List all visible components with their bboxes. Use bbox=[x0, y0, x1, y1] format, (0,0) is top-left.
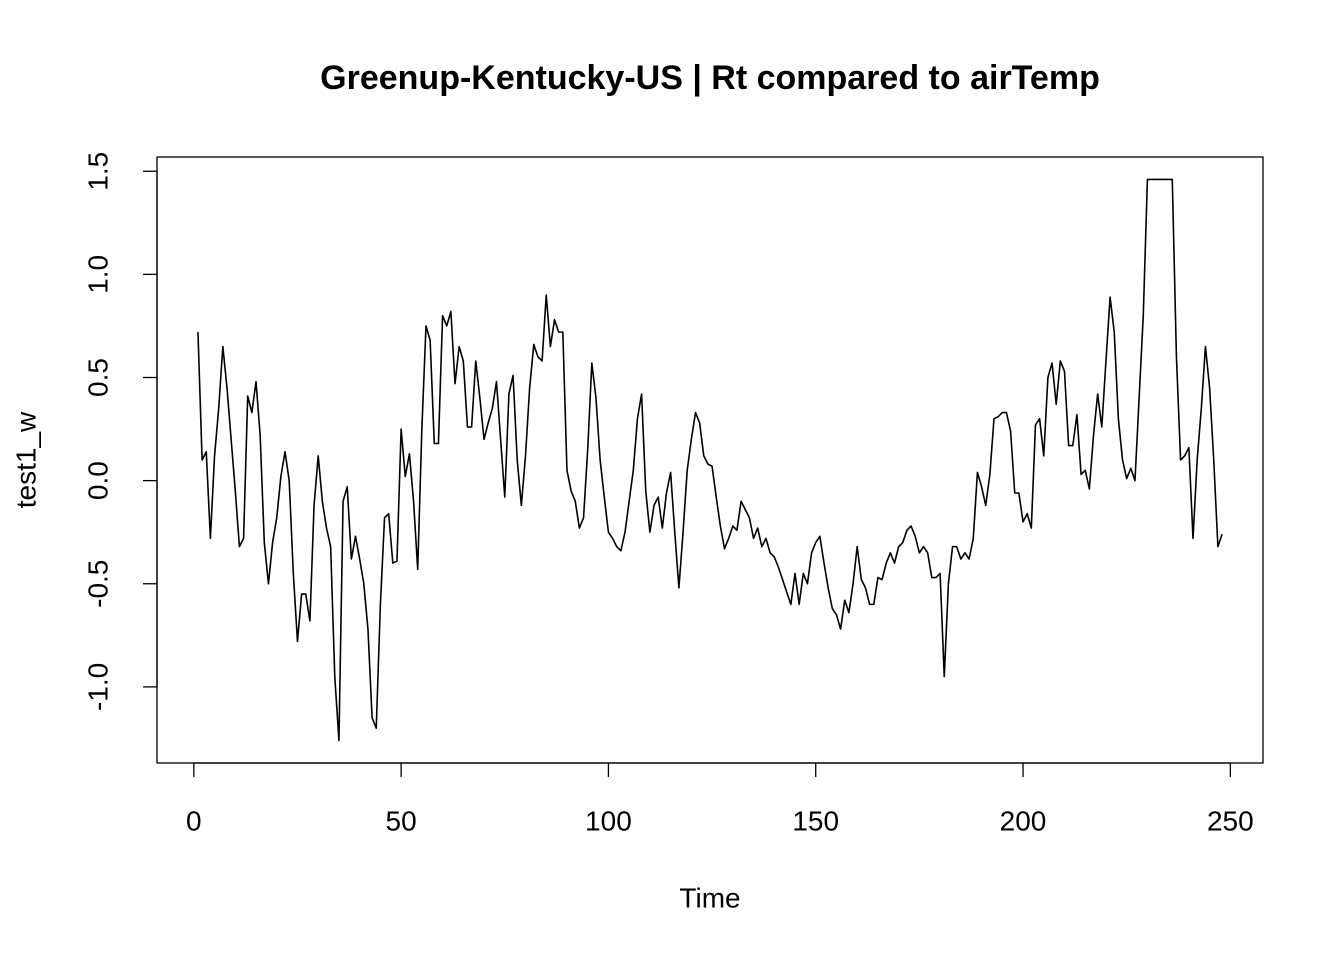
x-tick-label: 100 bbox=[585, 805, 632, 836]
chart-title: Greenup-Kentucky-US | Rt compared to air… bbox=[320, 59, 1100, 97]
y-axis-label: test1_w bbox=[10, 411, 41, 508]
x-tick-label: 250 bbox=[1207, 805, 1254, 836]
y-tick-label: 0.5 bbox=[82, 358, 113, 397]
x-tick-label: 0 bbox=[186, 805, 202, 836]
y-tick-label: 1.5 bbox=[82, 152, 113, 191]
x-axis-label: Time bbox=[679, 882, 740, 913]
y-tick-label: -1.0 bbox=[82, 663, 113, 711]
y-tick-label: -0.5 bbox=[82, 560, 113, 608]
plot-frame bbox=[156, 156, 1264, 764]
y-tick-label: 1.0 bbox=[82, 255, 113, 294]
x-tick-label: 150 bbox=[792, 805, 839, 836]
x-tick-label: 50 bbox=[386, 805, 417, 836]
data-line bbox=[197, 178, 1223, 742]
x-tick-label: 200 bbox=[1000, 805, 1047, 836]
y-tick-label: 0.0 bbox=[82, 461, 113, 500]
